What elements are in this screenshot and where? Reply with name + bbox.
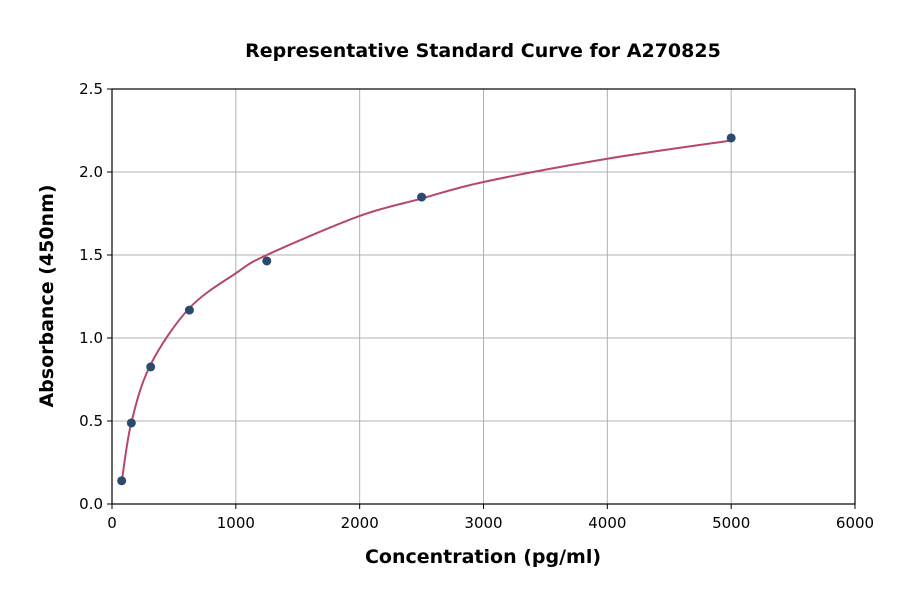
x-tick-label: 5000 <box>712 514 750 532</box>
x-tick-label: 3000 <box>464 514 502 532</box>
fit-curve <box>120 139 732 483</box>
y-tick-label: 0.0 <box>79 495 103 513</box>
y-tick-label: 0.5 <box>79 412 103 430</box>
y-axis-label: Absorbance (450nm) <box>36 184 58 407</box>
data-point <box>726 133 736 143</box>
y-tick-label: 1.0 <box>79 329 103 347</box>
data-point <box>262 256 272 266</box>
x-axis-label: Concentration (pg/ml) <box>365 546 601 568</box>
y-tick-label: 1.5 <box>79 246 103 264</box>
y-tick-label: 2.0 <box>79 163 103 181</box>
x-tick-label: 2000 <box>341 514 379 532</box>
data-point <box>126 418 136 428</box>
data-point <box>117 476 127 486</box>
x-tick-label: 1000 <box>217 514 255 532</box>
data-point <box>146 362 156 372</box>
chart-title: Representative Standard Curve for A27082… <box>245 40 721 62</box>
data-point <box>184 305 194 315</box>
x-tick-label: 0 <box>107 514 117 532</box>
y-tick-label: 2.5 <box>79 80 103 98</box>
x-tick-label: 4000 <box>588 514 626 532</box>
data-point <box>417 192 427 202</box>
plot-area-frame <box>111 88 856 505</box>
x-tick-label: 6000 <box>836 514 874 532</box>
